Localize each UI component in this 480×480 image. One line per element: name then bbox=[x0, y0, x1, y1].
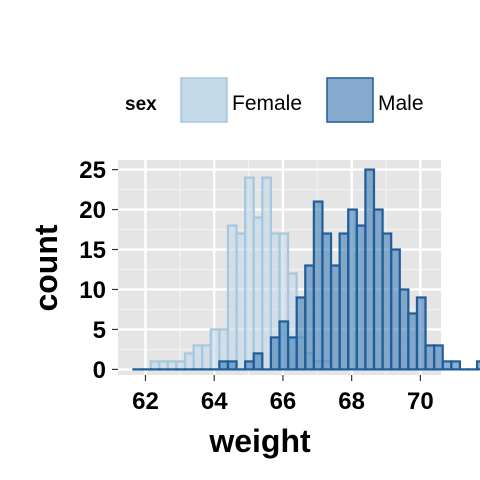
bar-female bbox=[261, 176, 273, 371]
bar-male bbox=[218, 360, 230, 371]
legend-title: sex bbox=[125, 94, 157, 115]
bar-male bbox=[321, 232, 333, 371]
bar-female bbox=[209, 328, 221, 371]
y-axis-title: count bbox=[28, 224, 64, 311]
x-axis-title: weight bbox=[208, 423, 311, 459]
bar-male bbox=[450, 360, 461, 371]
bar-male bbox=[372, 208, 384, 371]
bar-female bbox=[235, 232, 247, 371]
bar-male bbox=[347, 208, 358, 371]
legend-key-female bbox=[180, 77, 228, 123]
bar-male bbox=[364, 168, 376, 371]
y-tick-label: 25 bbox=[79, 157, 106, 184]
axes: 62 64 66 68 70 0 5 10 15 20 25 bbox=[79, 157, 433, 415]
x-tick-label: 62 bbox=[132, 388, 159, 415]
bar-female bbox=[166, 360, 178, 371]
legend-label-male: Male bbox=[378, 92, 424, 115]
bar-male bbox=[329, 264, 341, 371]
y-tick-label: 20 bbox=[79, 197, 106, 224]
bar-male bbox=[252, 352, 264, 371]
series-male bbox=[132, 168, 480, 371]
bars bbox=[132, 168, 480, 371]
bar-male bbox=[312, 200, 324, 371]
bar-male bbox=[355, 224, 367, 371]
bar-male bbox=[381, 232, 393, 371]
bar-male bbox=[269, 336, 281, 371]
bar-male bbox=[304, 264, 315, 371]
bar-male bbox=[433, 344, 444, 371]
bar-female bbox=[201, 344, 212, 371]
x-tick-label: 70 bbox=[407, 388, 434, 415]
bar-male bbox=[338, 232, 350, 371]
bar-male bbox=[398, 288, 410, 371]
bar-male bbox=[278, 320, 290, 371]
bar-male bbox=[407, 312, 419, 371]
bar-female bbox=[175, 360, 187, 371]
bar-male bbox=[415, 296, 427, 371]
bar-male bbox=[441, 360, 453, 371]
x-tick-label: 68 bbox=[338, 388, 365, 415]
bar-male bbox=[295, 296, 307, 371]
bar-male bbox=[390, 248, 401, 371]
bar-male bbox=[475, 360, 480, 371]
bar-male bbox=[286, 336, 298, 371]
bar-female bbox=[158, 360, 169, 371]
y-tick-label: 0 bbox=[93, 357, 106, 384]
y-tick-label: 5 bbox=[93, 317, 106, 344]
bar-male bbox=[244, 360, 255, 371]
x-tick-label: 66 bbox=[270, 388, 297, 415]
legend: sex Female Male bbox=[125, 77, 424, 123]
bar-female bbox=[226, 224, 238, 371]
bar-male bbox=[226, 360, 238, 371]
y-tick-label: 15 bbox=[79, 237, 106, 264]
bar-male bbox=[424, 344, 436, 371]
bar-female bbox=[183, 352, 195, 371]
x-tick-label: 64 bbox=[201, 388, 228, 415]
y-tick-label: 10 bbox=[79, 277, 106, 304]
bar-female bbox=[149, 360, 161, 371]
bar-female bbox=[192, 344, 204, 371]
legend-label-female: Female bbox=[232, 92, 302, 115]
legend-key-male bbox=[326, 77, 374, 123]
bar-female bbox=[244, 176, 255, 371]
bar-female bbox=[252, 216, 264, 371]
